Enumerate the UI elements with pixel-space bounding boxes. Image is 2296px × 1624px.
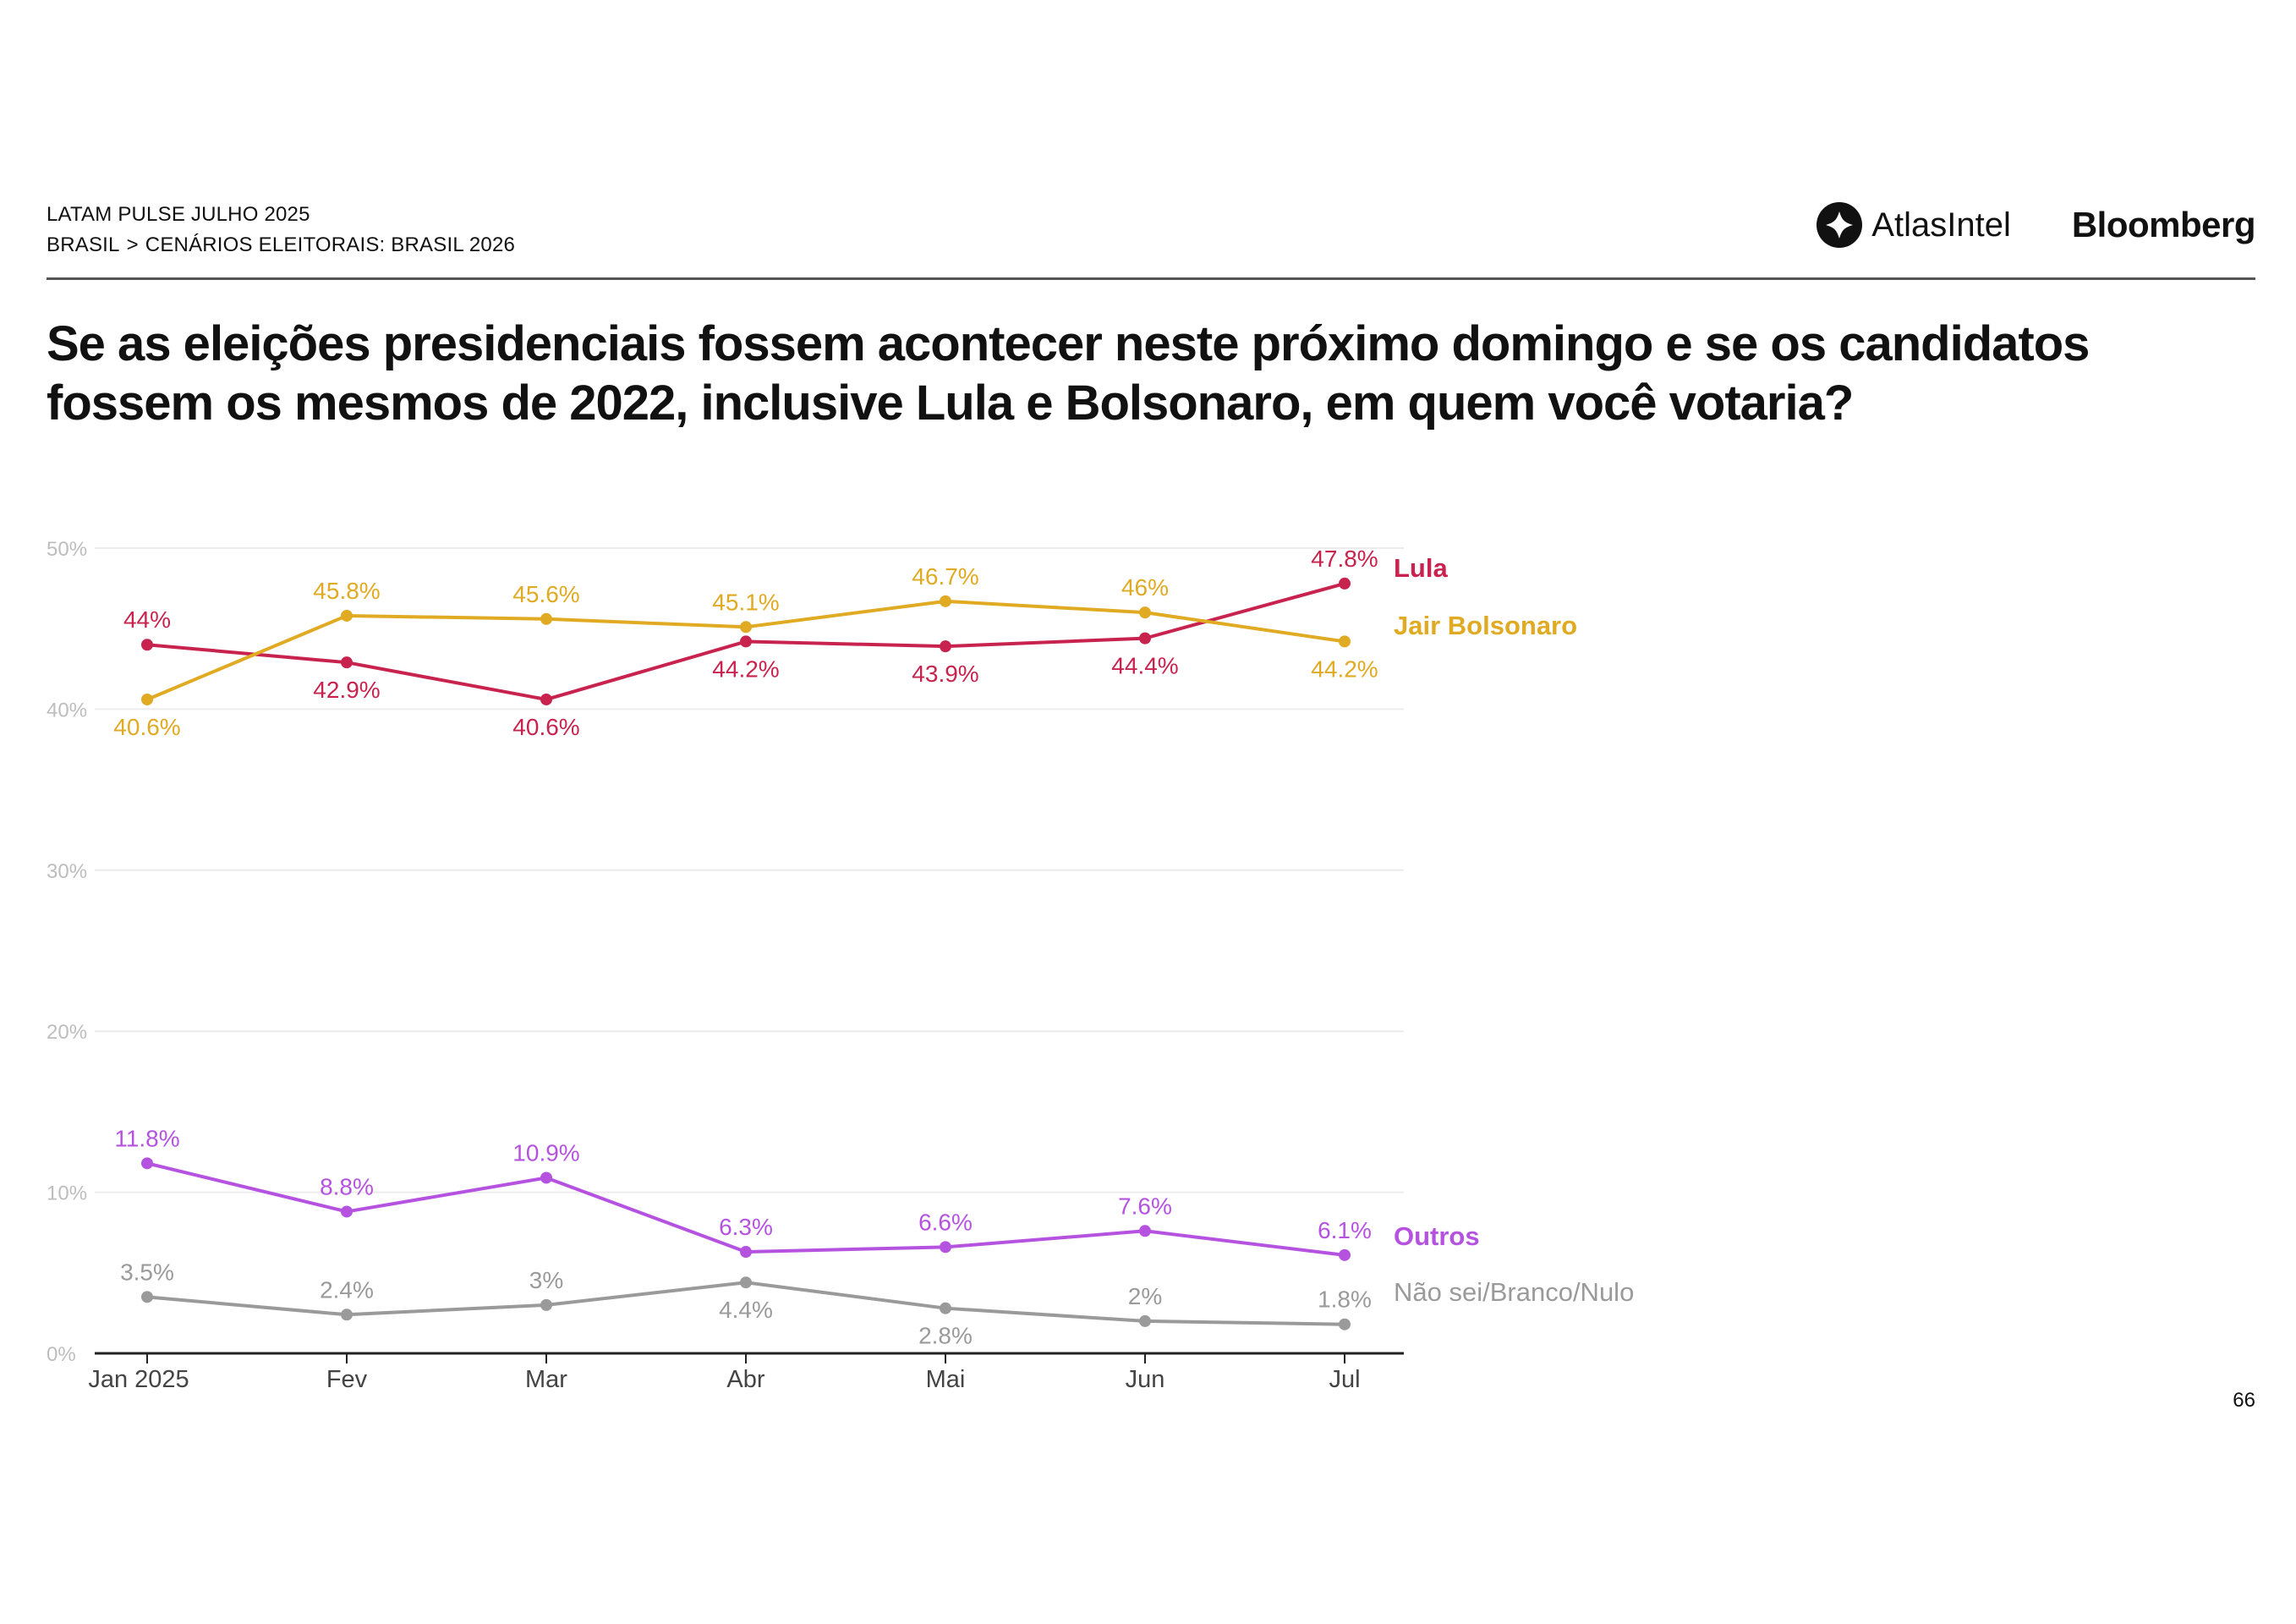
data-point bbox=[341, 656, 353, 669]
data-point bbox=[341, 1309, 353, 1321]
legend-label: Não sei/Branco/Nulo bbox=[1394, 1277, 1634, 1307]
y-tick-label: 50% bbox=[47, 538, 87, 561]
data-label: 3% bbox=[529, 1267, 563, 1293]
data-label: 3.5% bbox=[120, 1259, 174, 1285]
data-point bbox=[940, 595, 951, 607]
data-point bbox=[1139, 606, 1151, 619]
data-point bbox=[1139, 632, 1151, 645]
data-point bbox=[940, 640, 951, 653]
atlasintel-mark-icon bbox=[1817, 202, 1863, 248]
atlasintel-wordmark: AtlasIntel bbox=[1871, 206, 2011, 244]
data-label: 46.7% bbox=[912, 563, 978, 590]
data-label: 44.2% bbox=[1311, 656, 1378, 682]
logo-group: AtlasIntel Bloomberg bbox=[1816, 200, 2256, 250]
x-tick-label: Fev bbox=[326, 1366, 368, 1393]
data-point bbox=[1339, 1248, 1351, 1261]
chart-title: Se as eleições presidenciais fossem acon… bbox=[47, 316, 2090, 431]
x-tick-label: Jul bbox=[1329, 1366, 1360, 1393]
data-label: 45.1% bbox=[712, 589, 779, 615]
data-point bbox=[1139, 1225, 1151, 1237]
x-tick-label: Abr bbox=[726, 1366, 764, 1393]
data-point bbox=[740, 621, 752, 634]
data-point bbox=[740, 635, 752, 648]
data-point bbox=[341, 609, 353, 622]
x-tick-label: Jan 2025 bbox=[88, 1366, 189, 1393]
data-label: 2.8% bbox=[918, 1323, 973, 1349]
data-point bbox=[540, 1298, 552, 1311]
data-label: 6.6% bbox=[918, 1209, 973, 1235]
breadcrumb-root: BRASIL bbox=[47, 233, 120, 256]
data-point bbox=[540, 612, 552, 625]
data-point bbox=[940, 1302, 951, 1314]
data-label: 2.4% bbox=[320, 1276, 374, 1303]
breadcrumb-section: CENÁRIOS ELEITORAIS: BRASIL 2026 bbox=[145, 233, 516, 256]
legend-label: Jair Bolsonaro bbox=[1394, 611, 1577, 640]
header-divider bbox=[47, 277, 2255, 280]
y-tick-label: 20% bbox=[47, 1021, 87, 1044]
data-point bbox=[540, 693, 552, 705]
data-point bbox=[141, 639, 153, 651]
data-label: 47.8% bbox=[1311, 546, 1378, 572]
data-point bbox=[540, 1171, 552, 1184]
bloomberg-logo: Bloomberg bbox=[2071, 205, 2256, 244]
x-tick-label: Mar bbox=[525, 1366, 567, 1393]
legend-label: Lula bbox=[1394, 553, 1448, 583]
y-tick-label: 30% bbox=[47, 860, 87, 883]
data-label: 42.9% bbox=[313, 677, 380, 703]
y-tick-label: 10% bbox=[47, 1182, 87, 1205]
legend-label: Outros bbox=[1394, 1221, 1480, 1251]
data-label: 11.8% bbox=[114, 1125, 179, 1151]
data-label: 4.4% bbox=[719, 1297, 773, 1323]
data-label: 44% bbox=[123, 606, 171, 633]
breadcrumb: BRASIL > CENÁRIOS ELEITORAIS: BRASIL 2026 bbox=[47, 230, 515, 261]
data-point bbox=[1139, 1314, 1151, 1327]
report-name: LATAM PULSE JULHO 2025 bbox=[47, 203, 310, 226]
data-label: 10.9% bbox=[512, 1139, 579, 1166]
data-point bbox=[1339, 635, 1351, 648]
data-label: 46% bbox=[1121, 574, 1169, 601]
breadcrumb-separator: > bbox=[126, 233, 139, 256]
report-header: LATAM PULSE JULHO 2025 BRASIL > CENÁRIOS E… bbox=[47, 200, 515, 261]
data-label: 43.9% bbox=[912, 661, 978, 687]
data-point bbox=[141, 693, 153, 705]
data-label: 1.8% bbox=[1318, 1287, 1372, 1313]
y-tick-label: 0% bbox=[47, 1343, 76, 1366]
data-point bbox=[141, 1291, 153, 1303]
page-number: 66 bbox=[2233, 1389, 2255, 1412]
data-point bbox=[1339, 577, 1351, 590]
data-label: 8.8% bbox=[320, 1173, 374, 1199]
data-label: 6.1% bbox=[1318, 1217, 1372, 1243]
data-label: 40.6% bbox=[113, 714, 180, 740]
data-label: 45.6% bbox=[512, 581, 579, 607]
data-point bbox=[341, 1205, 353, 1218]
data-label: 45.8% bbox=[313, 578, 380, 604]
x-tick-label: Jun bbox=[1126, 1366, 1165, 1393]
data-point bbox=[740, 1276, 752, 1289]
data-label: 2% bbox=[1128, 1283, 1162, 1309]
atlasintel-logo: AtlasIntel bbox=[1816, 201, 2011, 249]
data-label: 44.2% bbox=[712, 656, 779, 682]
data-label: 40.6% bbox=[512, 714, 579, 740]
y-tick-label: 40% bbox=[47, 699, 87, 721]
data-label: 6.3% bbox=[719, 1214, 773, 1240]
data-label: 7.6% bbox=[1118, 1193, 1172, 1219]
data-point bbox=[740, 1246, 752, 1259]
data-point bbox=[141, 1157, 153, 1170]
data-point bbox=[1339, 1318, 1351, 1330]
x-tick-label: Mai bbox=[926, 1366, 966, 1393]
data-label: 44.4% bbox=[1111, 653, 1178, 679]
data-point bbox=[940, 1241, 951, 1254]
